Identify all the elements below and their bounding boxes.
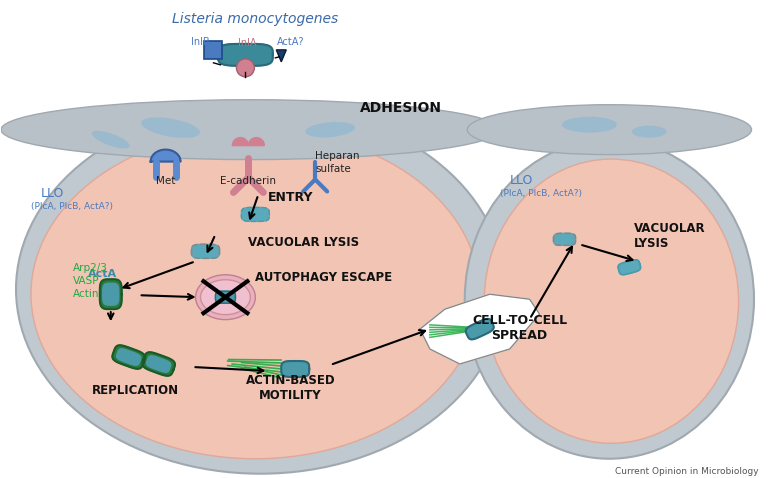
Text: VACUOLAR
LYSIS: VACUOLAR LYSIS [635,222,706,250]
Polygon shape [191,244,220,258]
Text: LLO: LLO [510,174,533,187]
Text: ACTIN-BASED
MOTILITY: ACTIN-BASED MOTILITY [245,374,335,402]
Ellipse shape [16,105,505,474]
Ellipse shape [200,280,251,315]
Text: CELL-TO-CELL
SPREAD: CELL-TO-CELL SPREAD [472,314,567,342]
Polygon shape [618,260,641,275]
Text: ActA?: ActA? [277,37,304,47]
FancyBboxPatch shape [204,41,223,59]
Circle shape [237,59,254,77]
Polygon shape [113,345,145,369]
Ellipse shape [305,122,355,137]
Text: ADHESION: ADHESION [360,101,442,115]
Ellipse shape [467,105,752,154]
Text: (PlcA, PlcB, ActA?): (PlcA, PlcB, ActA?) [500,189,581,198]
Text: REPLICATION: REPLICATION [92,384,179,397]
Ellipse shape [1,100,500,160]
Ellipse shape [484,159,739,443]
Polygon shape [232,138,248,146]
Text: InlA: InlA [238,38,257,48]
Text: LLO: LLO [41,187,64,200]
Ellipse shape [562,117,617,132]
Text: Heparan
sulfate: Heparan sulfate [315,151,360,174]
Text: Met: Met [156,176,175,186]
Text: Current Opinion in Microbiology: Current Opinion in Microbiology [615,467,759,476]
Text: (PlcA, PlcB, ActA?): (PlcA, PlcB, ActA?) [31,202,113,211]
Text: Listeria monocytogenes: Listeria monocytogenes [172,12,338,26]
Polygon shape [466,319,493,339]
Ellipse shape [196,275,255,320]
Polygon shape [281,361,309,377]
Ellipse shape [92,131,130,149]
Text: Arp2/3
VASP
Actin: Arp2/3 VASP Actin [72,263,108,299]
Polygon shape [420,294,540,364]
Text: ENTRY: ENTRY [268,192,314,205]
Polygon shape [554,233,575,245]
Text: VACUOLAR LYSIS: VACUOLAR LYSIS [248,236,359,250]
Text: E-cadherin: E-cadherin [221,176,276,186]
Polygon shape [248,138,264,146]
Ellipse shape [631,126,667,138]
Ellipse shape [465,140,754,459]
Polygon shape [103,283,119,305]
Polygon shape [150,150,180,162]
Polygon shape [143,352,175,376]
Polygon shape [99,279,122,309]
Polygon shape [215,291,235,303]
Text: AUTOPHAGY ESCAPE: AUTOPHAGY ESCAPE [255,271,392,284]
Polygon shape [241,207,269,221]
Text: InlB: InlB [191,37,210,47]
Polygon shape [276,50,286,62]
Ellipse shape [31,130,480,459]
Polygon shape [116,349,141,365]
Text: ActA: ActA [88,269,117,279]
Polygon shape [146,356,170,372]
Ellipse shape [141,118,200,138]
Polygon shape [218,44,273,66]
